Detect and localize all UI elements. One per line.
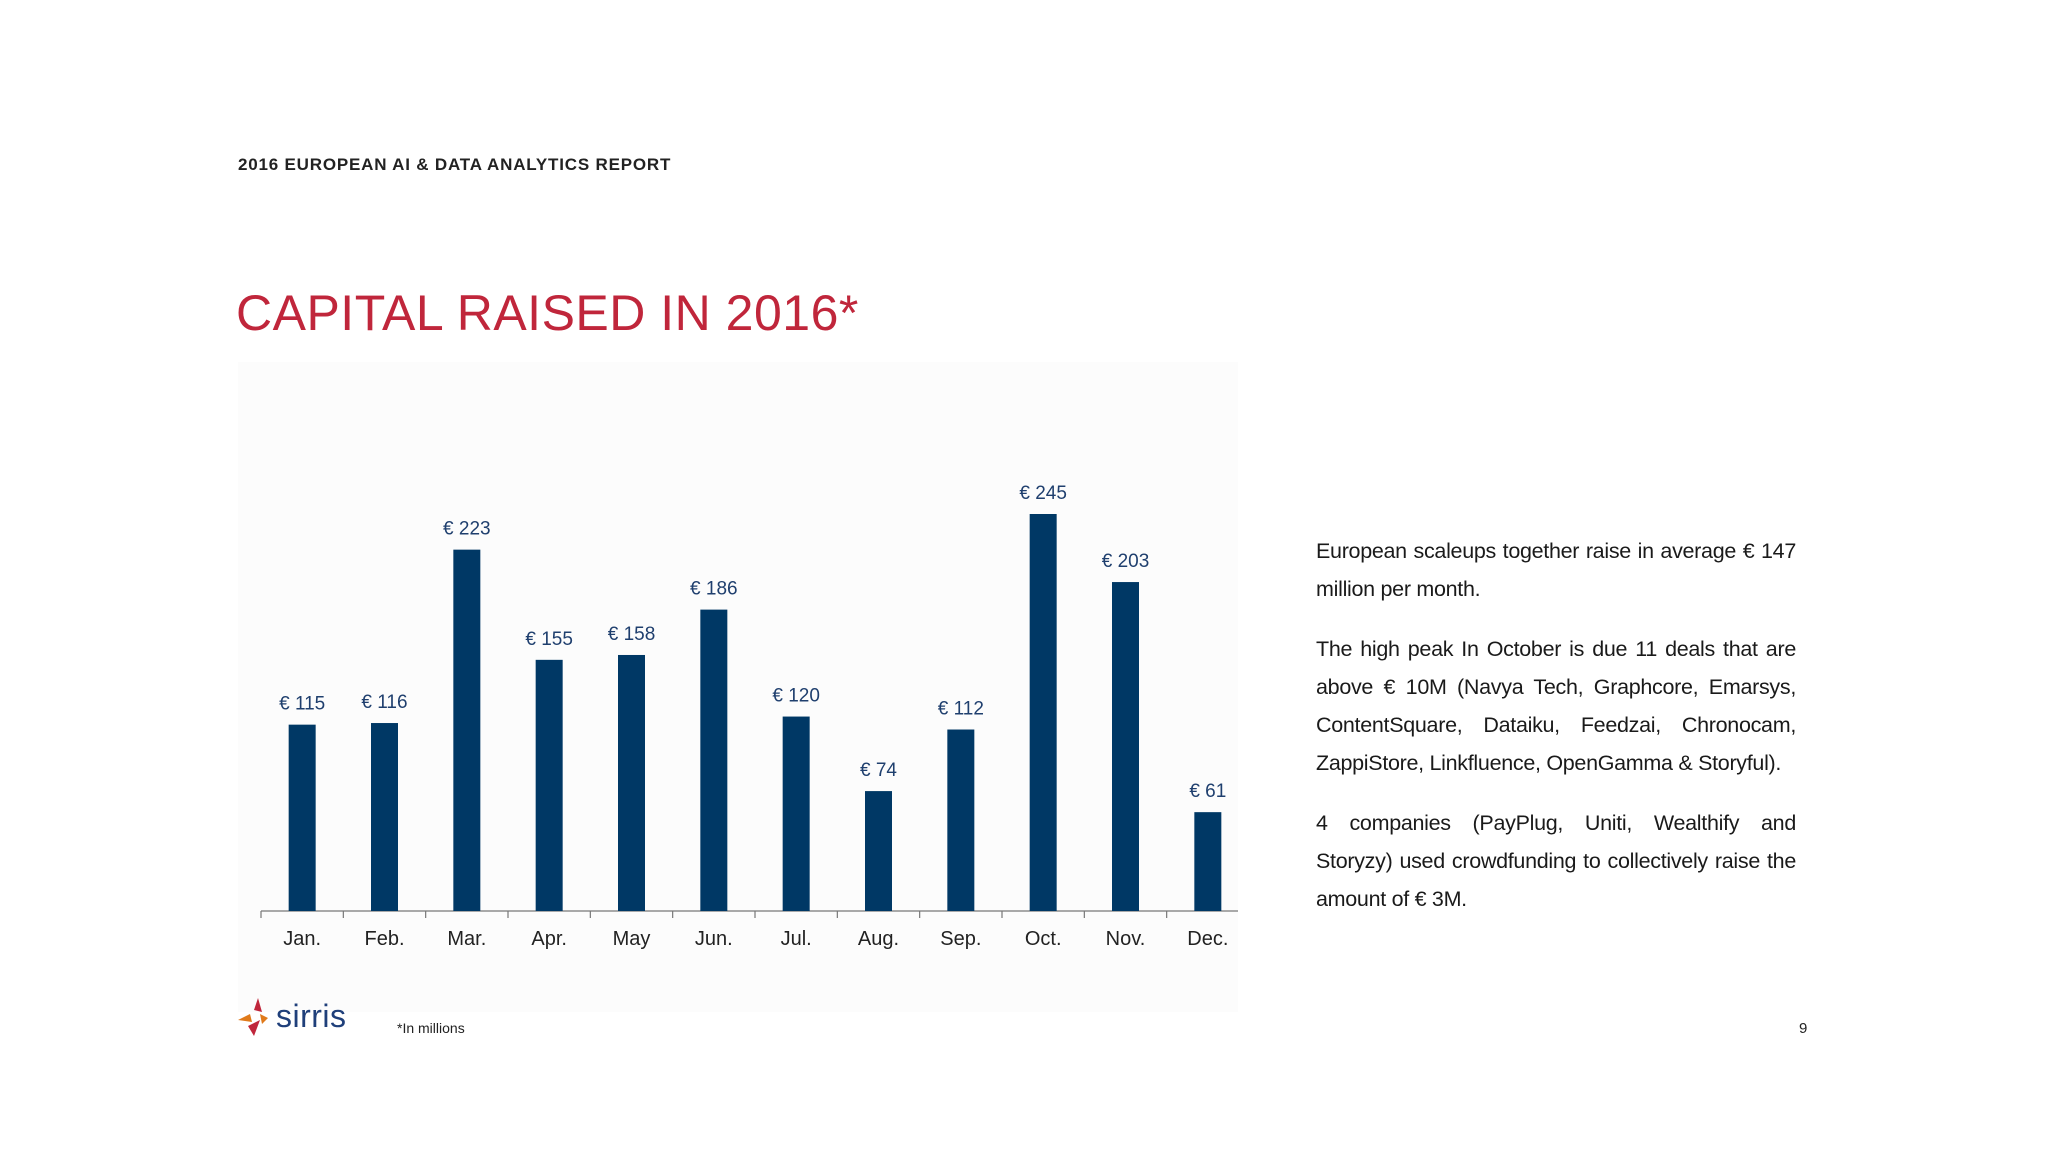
data-label: € 74 [860,760,897,781]
x-tick-label: Mar. [447,928,486,950]
x-tick-label: Aug. [858,928,899,950]
report-header: 2016 EUROPEAN AI & DATA ANALYTICS REPORT [238,155,672,174]
data-label: € 120 [772,686,820,707]
page-number: 9 [1799,1020,1808,1037]
description-text: European scaleups together raise in aver… [1316,532,1796,940]
bar-feb [371,723,398,911]
x-tick-label: Nov. [1106,928,1146,950]
description-paragraph-3: 4 companies (PayPlug, Uniti, Wealthify a… [1316,811,1796,911]
data-label: € 155 [525,629,573,650]
x-tick-label: Dec. [1187,928,1228,950]
data-label: € 61 [1189,781,1226,802]
x-tick-label: Apr. [531,928,567,950]
bar-jun [700,609,728,911]
sirris-logo: sirris [236,996,366,1044]
x-tick-label: Jan. [283,928,321,950]
data-label: € 112 [938,699,984,720]
sirris-logo-icon [238,998,268,1036]
x-tick-label: Feb. [364,928,404,950]
x-tick-label: Jul. [781,928,812,950]
data-label: € 223 [443,519,491,540]
x-tick-label: May [613,928,651,950]
bar-may [618,654,645,911]
logo-text: sirris [276,998,347,1034]
description-paragraph-1: European scaleups together raise in aver… [1316,539,1796,601]
chart-panel: € 115 Jan. € 116 Feb. € 223 Mar. € 155 Apr. € 15… [238,362,1238,1012]
bar-apr [535,659,563,911]
bar-aug [865,791,892,911]
description-paragraph-2: The high peak In October is due 11 deals… [1316,637,1796,775]
x-tick-label: Sep. [940,928,981,950]
x-tick-label: Jun. [695,928,733,950]
data-label: € 115 [279,694,325,715]
data-label: € 158 [608,624,656,645]
footnote: *In millions [397,1020,465,1036]
data-label: € 116 [361,692,407,713]
bar-jul [782,716,810,911]
bar-chart: € 115 Jan. € 116 Feb. € 223 Mar. € 155 Apr. € 15… [260,483,1238,950]
bar-sep [947,729,975,911]
bar-mar [453,549,481,911]
data-label: € 245 [1019,483,1067,504]
bar-dec [1194,812,1222,911]
bar-nov [1112,582,1139,911]
page-title: CAPITAL RAISED IN 2016* [236,285,859,341]
bar-jan [288,724,316,911]
bar-oct [1029,514,1057,911]
data-label: € 186 [690,579,738,600]
x-tick-label: Oct. [1025,928,1062,950]
data-label: € 203 [1102,551,1150,572]
